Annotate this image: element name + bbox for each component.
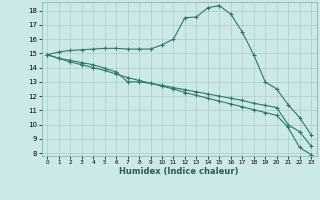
- X-axis label: Humidex (Indice chaleur): Humidex (Indice chaleur): [119, 167, 239, 176]
